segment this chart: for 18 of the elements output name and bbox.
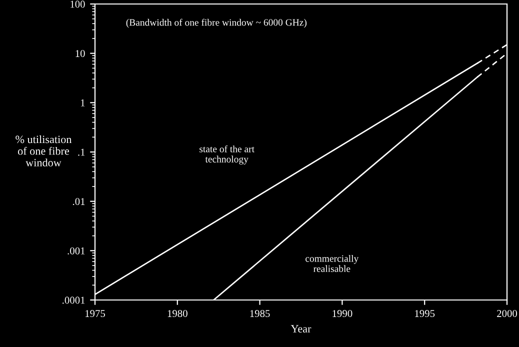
y-tick-label: 10	[76, 50, 85, 58]
x-tick-label: 2000	[497, 310, 518, 318]
y-tick-label: .0001	[62, 296, 85, 304]
x-tick-label: 1995	[415, 310, 435, 318]
y-axis-title: % utilisation of one fibre window	[16, 135, 72, 166]
x-tick-label: 1975	[86, 310, 106, 318]
annotation: commercially realisable	[306, 254, 359, 272]
annotation: (Bandwidth of one fibre window ~ 6000 GHz)	[126, 18, 307, 28]
y-tick-label: 100	[70, 0, 85, 8]
y-tick-label: .001	[68, 247, 85, 254]
y-tick-label: .01	[72, 198, 85, 206]
annotation: state of the art technology	[200, 145, 254, 164]
y-tick-label: 1	[80, 99, 85, 106]
x-tick-label: 1985	[250, 310, 270, 318]
x-tick-label: 1990	[332, 310, 352, 318]
y-tick-label: .1	[78, 148, 85, 156]
x-tick-label: 1980	[168, 310, 188, 318]
x-axis-title: Year	[290, 325, 312, 333]
